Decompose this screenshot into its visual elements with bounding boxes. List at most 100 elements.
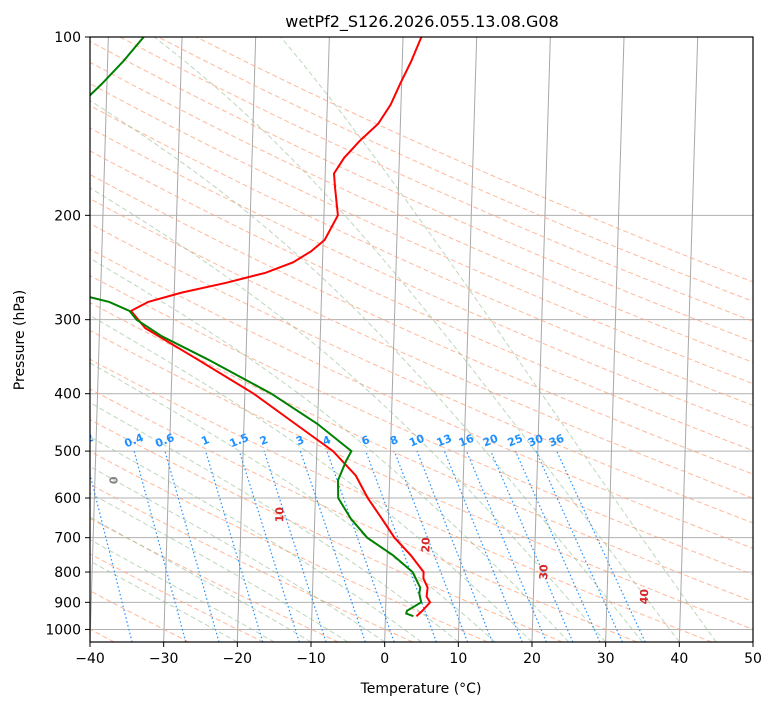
moist-adiabat-label: 30 <box>537 564 550 580</box>
mixing-ratio-line <box>465 450 547 642</box>
mixing-ratio-label: 20 <box>481 432 500 450</box>
y-tick-label: 600 <box>54 491 81 507</box>
isotherm-line <box>678 37 699 642</box>
dry-adiabat-line <box>90 388 638 642</box>
mixing-ratio-label: 30 <box>526 432 545 450</box>
mixing-ratio-line <box>299 450 366 642</box>
mixing-ratio-label: 8 <box>388 433 400 448</box>
x-tick-label: 30 <box>597 651 615 667</box>
x-tick-label: 10 <box>449 651 467 667</box>
moist-adiabat-label: 40 <box>638 588 651 604</box>
isotherm-line <box>236 37 257 642</box>
mixing-ratio-label: 2 <box>258 433 270 448</box>
x-tick-label: −20 <box>223 651 253 667</box>
mixing-ratio-line <box>164 450 220 642</box>
x-tick-label: 20 <box>523 651 541 667</box>
dry-adiabat-line <box>90 517 339 642</box>
isotherm-line <box>90 37 109 642</box>
dry-adiabat-line <box>90 174 753 475</box>
isotherm-line <box>384 37 404 642</box>
moist-adiabat-line <box>90 100 643 642</box>
x-tick-label: −30 <box>149 651 179 667</box>
pressure-grid <box>90 37 753 630</box>
moist-adiabat-line <box>90 465 385 642</box>
isotherms <box>90 37 753 642</box>
y-tick-label: 200 <box>54 208 81 224</box>
y-axis: 1000 900 800 700 600 500 400 300 200 100 <box>45 30 90 638</box>
y-tick-label: 500 <box>54 444 81 460</box>
dry-adiabat-line <box>157 37 753 302</box>
y-tick-label: 400 <box>54 387 81 403</box>
dry-adiabat-line <box>90 302 753 603</box>
isotherm-line <box>163 37 183 642</box>
y-tick-label: 100 <box>54 30 81 46</box>
mixing-ratio-label: 1 <box>199 433 211 448</box>
temperature-profile-line <box>129 37 432 617</box>
moist-adiabat-line <box>90 436 422 642</box>
moist-adiabat-line <box>280 37 717 642</box>
dry-adiabat-line <box>90 223 753 524</box>
mixing-ratio-line <box>133 450 187 642</box>
isotherm-line <box>457 37 478 642</box>
mixing-ratio-line <box>238 450 300 642</box>
mixing-ratio-lines <box>90 450 646 642</box>
mixing-ratio-line <box>263 450 327 642</box>
y-tick-label: 900 <box>54 595 81 611</box>
moist-adiabat-line <box>90 402 459 642</box>
dry-adiabat-line <box>90 198 753 499</box>
y-tick-label: 800 <box>54 565 81 581</box>
mixing-ratio-line <box>514 450 601 642</box>
x-tick-label: 40 <box>670 651 688 667</box>
mixing-ratio-label: 13 <box>435 432 454 450</box>
dry-adiabat-line <box>90 358 712 642</box>
dry-adiabat-line <box>119 37 753 322</box>
mixing-ratio-label: 25 <box>506 432 525 450</box>
y-tick-label: 1000 <box>45 622 81 638</box>
sounding-profiles <box>90 37 432 618</box>
moist-adiabat-line <box>90 257 570 642</box>
dry-adiabat-line <box>90 127 753 429</box>
dry-adiabat-line <box>90 450 488 642</box>
moist-adiabat-label: 10 <box>273 506 286 522</box>
moist-adiabats <box>90 37 717 642</box>
x-axis: −40 −30 −20 −10 0 10 20 30 40 50 <box>75 642 762 667</box>
dry-adiabat-line <box>90 329 753 630</box>
x-tick-label: −40 <box>75 651 105 667</box>
moist-adiabat-label: 20 <box>419 537 432 553</box>
mixing-ratio-label: 0.2 <box>73 431 96 450</box>
dry-adiabats <box>90 37 753 642</box>
dewpoint-profile-line <box>90 37 423 618</box>
moist-adiabat-line <box>90 362 496 642</box>
mixing-ratio-line <box>205 450 264 642</box>
plot-area: -100-90-80-70-60-50-40-30-20-10010203040… <box>73 37 753 642</box>
moist-adiabat-line <box>153 37 680 642</box>
mixing-ratio-line <box>556 450 646 642</box>
dry-adiabat-line <box>90 419 563 642</box>
mixing-ratio-line <box>535 450 623 642</box>
y-tick-label: 700 <box>54 531 81 547</box>
dry-adiabat-line <box>90 590 190 642</box>
line-labels: -100-90-80-70-60-50-40-30-20-10010203040… <box>73 431 651 605</box>
mixing-ratio-label: 16 <box>457 432 476 450</box>
isotherm-line <box>310 37 330 642</box>
mixing-ratio-line <box>490 450 574 642</box>
dry-adiabat-line <box>195 37 753 283</box>
isotherm-line <box>531 37 551 642</box>
y-axis-label: Pressure (hPa) <box>12 290 28 390</box>
chart-title: wetPf2_S126.2026.055.13.08.G08 <box>285 12 559 32</box>
isotherm-line <box>605 37 625 642</box>
dry-adiabat-line <box>90 248 753 549</box>
mixing-ratio-label: 10 <box>407 432 426 450</box>
mixing-ratio-label: 36 <box>547 432 566 450</box>
moist-adiabat-line <box>90 314 533 642</box>
x-tick-label: 50 <box>744 651 762 667</box>
moist-adiabat-label: 0 <box>107 476 120 484</box>
dry-adiabat-line <box>90 150 753 452</box>
y-tick-label: 300 <box>54 313 81 329</box>
x-tick-label: −10 <box>296 651 326 667</box>
x-axis-label: Temperature (°C) <box>360 681 482 697</box>
mixing-ratio-label: 3 <box>294 433 306 448</box>
x-tick-label: 0 <box>380 651 389 667</box>
